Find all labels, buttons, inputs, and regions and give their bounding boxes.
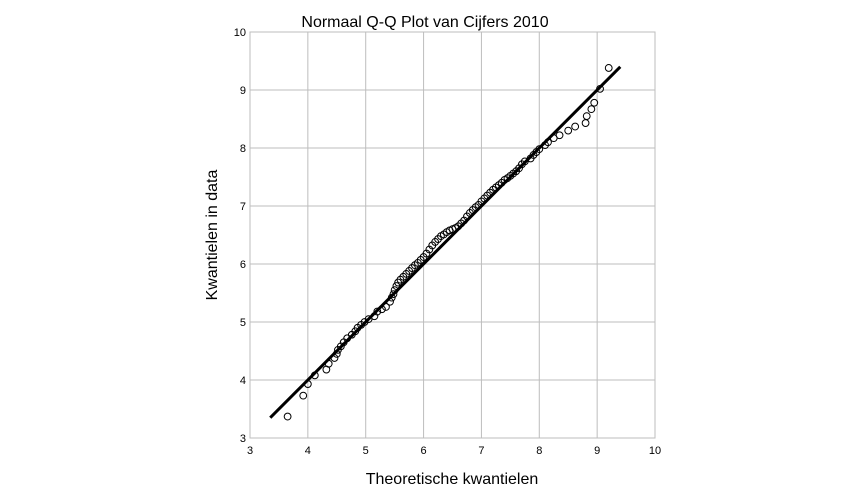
y-tick-label: 6	[240, 259, 246, 271]
y-tick-label: 3	[240, 433, 246, 445]
y-axis-label: Kwantielen in data	[204, 170, 221, 301]
data-point	[390, 286, 399, 295]
reference-line	[269, 65, 622, 419]
data-point	[303, 380, 312, 388]
data-point	[382, 303, 390, 311]
x-tick-label: 10	[649, 445, 661, 457]
data-point	[310, 371, 319, 380]
data-point	[582, 112, 591, 120]
data-point	[330, 354, 339, 362]
data-point	[604, 64, 613, 72]
data-point	[564, 126, 573, 135]
chart-title: Normaal Q-Q Plot van Cijfers 2010	[301, 14, 548, 31]
y-tick-label: 10	[234, 27, 246, 39]
y-tick-label: 4	[240, 375, 246, 387]
data-point	[587, 105, 596, 114]
data-point	[544, 138, 552, 147]
plot-frame	[249, 31, 656, 439]
x-tick-label: 7	[478, 445, 484, 457]
x-tick-label: 3	[247, 445, 253, 457]
x-tick-labels: 3 4 5 6 7 8 9 10	[247, 445, 661, 457]
x-tick-label: 4	[305, 445, 311, 457]
data-point	[378, 305, 386, 314]
y-tick-labels: 3 4 5 6 7 8 9 10	[234, 27, 246, 445]
y-tick-label: 5	[240, 317, 246, 329]
x-tick-label: 6	[421, 445, 427, 457]
data-point	[373, 307, 382, 316]
data-point	[332, 350, 341, 358]
x-tick-label: 5	[363, 445, 369, 457]
data-point	[581, 119, 590, 127]
data-point	[555, 131, 564, 140]
x-tick-label: 9	[594, 445, 600, 457]
data-points	[283, 64, 613, 421]
y-tick-label: 9	[240, 85, 246, 97]
x-axis-label: Theoretische kwantielen	[366, 471, 539, 488]
data-point	[324, 359, 333, 368]
grid-lines	[249, 31, 656, 439]
data-point	[299, 391, 308, 400]
data-point	[389, 290, 398, 299]
data-point	[283, 412, 292, 421]
data-point	[590, 98, 599, 107]
data-point	[596, 84, 604, 93]
data-point	[386, 297, 394, 306]
y-tick-label: 7	[240, 201, 246, 213]
y-tick-label: 8	[240, 143, 246, 155]
data-point	[535, 145, 544, 154]
x-tick-label: 8	[536, 445, 542, 457]
data-point	[571, 122, 580, 131]
